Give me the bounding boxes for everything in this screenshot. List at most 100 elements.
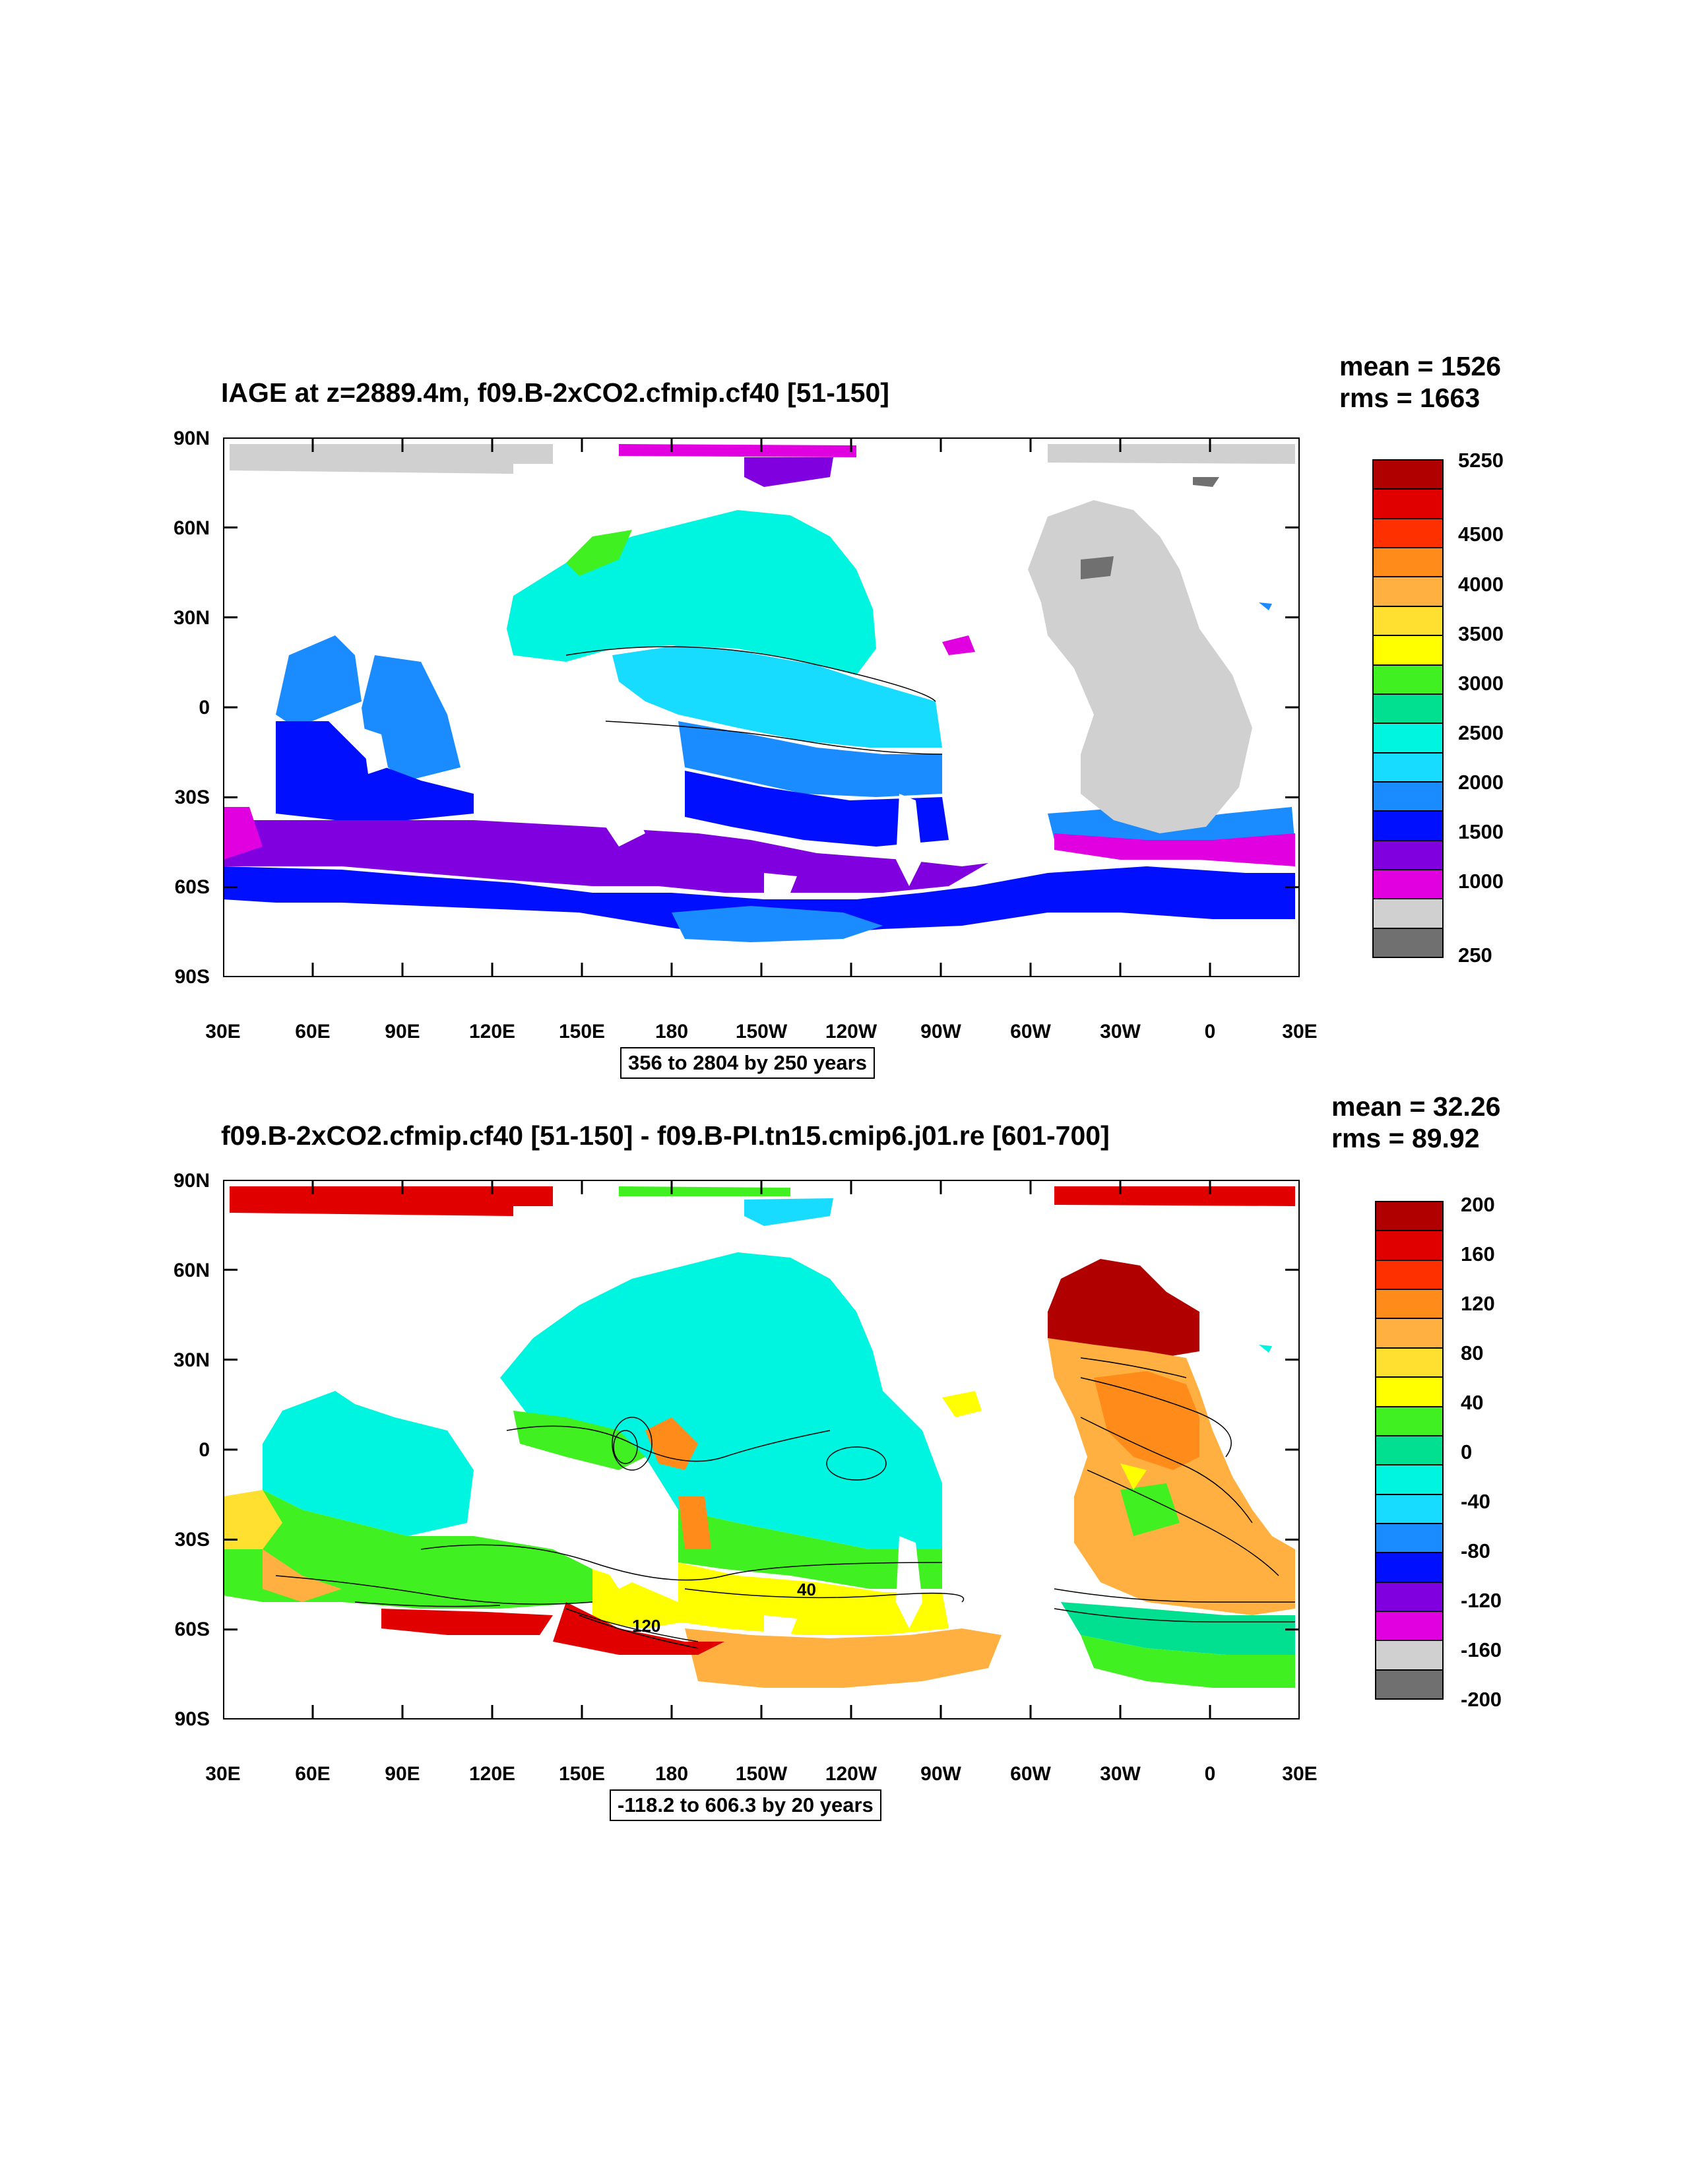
- lon-label: 30E: [1282, 1763, 1318, 1785]
- lat-label-30n: 30N: [173, 1349, 210, 1371]
- panel-1-contour-info: 356 to 2804 by 250 years: [620, 1047, 875, 1079]
- lon-label: 0: [1204, 1021, 1216, 1043]
- panel-1-mean: mean = 1526: [1339, 351, 1502, 381]
- lon-label: 0: [1204, 1763, 1216, 1785]
- lat-label-90s: 90S: [174, 966, 210, 988]
- colorbar-swatch: [1374, 753, 1442, 783]
- lon-label: 30W: [1100, 1021, 1141, 1043]
- lon-label: 90E: [385, 1763, 420, 1785]
- lon-label: 120W: [825, 1021, 877, 1043]
- lon-label: 60E: [295, 1021, 331, 1043]
- lat-label-0: 0: [199, 697, 210, 719]
- colorbar-swatch: [1376, 1202, 1442, 1232]
- colorbar-1-label: 3000: [1458, 672, 1504, 695]
- colorbar-1-label: 4000: [1458, 573, 1504, 596]
- panel-2-title: f09.B-2xCO2.cfmip.cf40 [51-150] - f09.B-…: [221, 1120, 1110, 1151]
- colorbar-swatch: [1374, 519, 1442, 549]
- lon-label: 30E: [205, 1021, 241, 1043]
- colorbar-swatch: [1374, 928, 1442, 957]
- colorbar-swatch: [1376, 1465, 1442, 1495]
- lon-label: 120E: [468, 1021, 516, 1043]
- colorbar-1-label: 2000: [1458, 771, 1504, 794]
- svg-text:120: 120: [632, 1616, 660, 1636]
- colorbar-1-label: 1500: [1458, 820, 1504, 843]
- colorbar-swatch: [1374, 636, 1442, 666]
- lat-label-90n: 90N: [173, 428, 210, 449]
- colorbar-swatch: [1374, 724, 1442, 754]
- lon-label: 150W: [735, 1021, 788, 1043]
- colorbar-swatch: [1376, 1582, 1442, 1613]
- colorbar-2-label: 200: [1461, 1193, 1495, 1216]
- lon-label: 180: [654, 1021, 689, 1043]
- panel-1-title: IAGE at z=2889.4m, f09.B-2xCO2.cfmip.cf4…: [221, 377, 889, 408]
- colorbar-swatch: [1376, 1436, 1442, 1466]
- lat-label-30s: 30S: [174, 787, 210, 808]
- colorbar-swatch: [1374, 461, 1442, 490]
- colorbar-swatch: [1374, 548, 1442, 578]
- colorbar-swatch: [1374, 782, 1442, 812]
- colorbar-swatch: [1376, 1231, 1442, 1261]
- colorbar-swatch: [1376, 1524, 1442, 1554]
- lon-label: 120E: [468, 1763, 516, 1785]
- colorbar-1-label: 3500: [1458, 622, 1504, 645]
- colorbar-2-label: -200: [1461, 1688, 1502, 1711]
- colorbar-1-label: 4500: [1458, 523, 1504, 546]
- panel-1-rms: rms = 1663: [1339, 383, 1481, 413]
- panel-2-colorbar: [1375, 1201, 1444, 1700]
- colorbar-2-label: -120: [1461, 1589, 1502, 1612]
- lon-label: 60W: [1010, 1763, 1051, 1785]
- colorbar-swatch: [1374, 870, 1442, 900]
- colorbar-swatch: [1374, 899, 1442, 929]
- lon-label: 60W: [1010, 1021, 1051, 1043]
- lon-label: 150W: [735, 1763, 788, 1785]
- lon-label: 60E: [295, 1763, 331, 1785]
- colorbar-2-label: 120: [1461, 1292, 1495, 1315]
- lon-label: 120W: [825, 1763, 877, 1785]
- colorbar-swatch: [1376, 1290, 1442, 1320]
- lat-label-60n: 60N: [173, 517, 210, 539]
- colorbar-swatch: [1376, 1494, 1442, 1524]
- svg-text:40: 40: [797, 1580, 816, 1599]
- panel-2-contour-info: -118.2 to 606.3 by 20 years: [610, 1789, 881, 1821]
- colorbar-swatch: [1374, 665, 1442, 695]
- colorbar-swatch: [1374, 812, 1442, 841]
- colorbar-2-label: 80: [1461, 1341, 1484, 1365]
- colorbar-swatch: [1376, 1641, 1442, 1671]
- lon-label: 150E: [558, 1021, 606, 1043]
- colorbar-1-label: 1000: [1458, 870, 1504, 893]
- colorbar-2-label: -40: [1461, 1490, 1490, 1513]
- colorbar-1-label: 5250: [1458, 449, 1504, 472]
- colorbar-swatch: [1376, 1670, 1442, 1699]
- colorbar-swatch: [1376, 1407, 1442, 1436]
- panel-2-rms: rms = 89.92: [1331, 1123, 1480, 1153]
- colorbar-swatch: [1374, 606, 1442, 637]
- colorbar-2-label: 160: [1461, 1242, 1495, 1266]
- lon-label: 90E: [385, 1021, 420, 1043]
- lon-label: 30E: [1282, 1021, 1318, 1043]
- lon-label: 30E: [205, 1763, 241, 1785]
- lon-label: 90W: [920, 1763, 961, 1785]
- lat-label-60s: 60S: [174, 876, 210, 898]
- colorbar-swatch: [1374, 490, 1442, 519]
- lat-label-60n: 60N: [173, 1260, 210, 1281]
- panel-1-colorbar: [1372, 459, 1444, 958]
- lat-label-30n: 30N: [173, 607, 210, 629]
- colorbar-swatch: [1376, 1553, 1442, 1583]
- panel-2-map: 40 120: [223, 1180, 1300, 1719]
- lon-label: 90W: [920, 1021, 961, 1043]
- colorbar-1-label: 250: [1458, 944, 1492, 967]
- colorbar-2-label: 0: [1461, 1440, 1473, 1463]
- colorbar-swatch: [1376, 1348, 1442, 1378]
- lon-label: 180: [654, 1763, 689, 1785]
- colorbar-swatch: [1376, 1378, 1442, 1407]
- lon-label: 30W: [1100, 1763, 1141, 1785]
- lat-label-60s: 60S: [174, 1619, 210, 1640]
- panel-2-mean: mean = 32.26: [1331, 1091, 1501, 1122]
- colorbar-2-label: 40: [1461, 1391, 1484, 1414]
- lon-label: 150E: [558, 1763, 606, 1785]
- colorbar-swatch: [1374, 841, 1442, 871]
- panel-1-map: [223, 437, 1300, 977]
- lat-label-30s: 30S: [174, 1529, 210, 1551]
- colorbar-swatch: [1374, 577, 1442, 607]
- colorbar-swatch: [1376, 1612, 1442, 1642]
